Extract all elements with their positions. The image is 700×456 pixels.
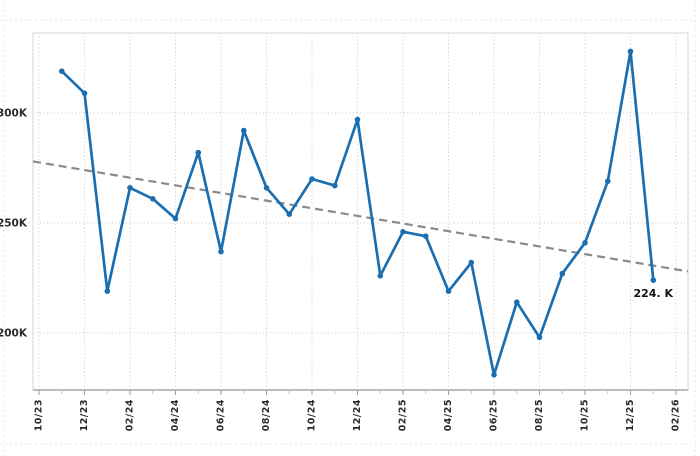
data-point: [172, 215, 179, 222]
last-point-value-label: 224. K: [634, 287, 674, 300]
plot-border: [32, 32, 689, 391]
data-point: [195, 149, 202, 156]
data-point: [127, 185, 133, 191]
data-point: [263, 185, 270, 191]
x-axis-tick-label: 12/23: [79, 399, 90, 431]
x-axis-labels: 10/23 12/23 02/24 04/24 06/24 08/24 10/24 12/24…: [34, 399, 682, 431]
data-point: [423, 233, 429, 239]
data-point: [377, 273, 384, 279]
data-point-markers: [59, 48, 657, 378]
y-axis-tick-label: 200K: [0, 328, 28, 340]
x-axis-tick-label: 02/25: [398, 399, 409, 431]
data-point: [468, 259, 475, 266]
data-point: [354, 116, 361, 123]
y-axis-tick-label: 300K: [0, 108, 28, 120]
data-point: [445, 288, 452, 295]
x-axis-tick-label: 02/26: [671, 399, 682, 431]
y-axis-labels: 300K 250K 200K: [0, 108, 28, 340]
trendline: [32, 160, 689, 273]
data-point: [332, 182, 338, 189]
data-point: [286, 211, 293, 217]
data-point: [582, 240, 588, 246]
x-axis-tick-label: 04/24: [170, 399, 181, 431]
data-point: [400, 229, 406, 235]
x-axis-tick-label: 04/25: [443, 399, 454, 431]
data-point: [627, 48, 634, 55]
x-axis-tick-label: 10/23: [34, 399, 45, 431]
y-axis-tick-label: 250K: [0, 218, 28, 230]
data-point: [81, 90, 88, 96]
data-point: [218, 248, 224, 255]
data-point: [491, 372, 497, 378]
x-axis-tick-label: 12/24: [352, 399, 363, 431]
x-axis-tick-label: 02/24: [125, 399, 136, 431]
data-point: [536, 334, 543, 341]
data-point: [514, 299, 520, 306]
data-point: [241, 127, 247, 134]
data-point: [150, 196, 156, 202]
data-point: [104, 288, 111, 295]
data-point: [605, 178, 611, 184]
x-axis-tick-label: 06/24: [216, 399, 227, 431]
x-axis-tick-label: 10/25: [580, 399, 591, 431]
x-axis-ticks: [38, 390, 677, 395]
x-axis-tick-label: 10/24: [307, 399, 318, 431]
x-axis-tick-label: 08/25: [534, 399, 545, 431]
x-axis-tick-label: 08/24: [261, 399, 272, 431]
data-point: [59, 68, 65, 74]
data-point: [650, 277, 657, 284]
x-axis-tick-label: 12/25: [625, 399, 636, 431]
gridlines: [29, 33, 688, 390]
x-axis-tick-label: 06/25: [489, 399, 500, 431]
data-point: [309, 176, 315, 182]
data-point: [559, 270, 566, 277]
